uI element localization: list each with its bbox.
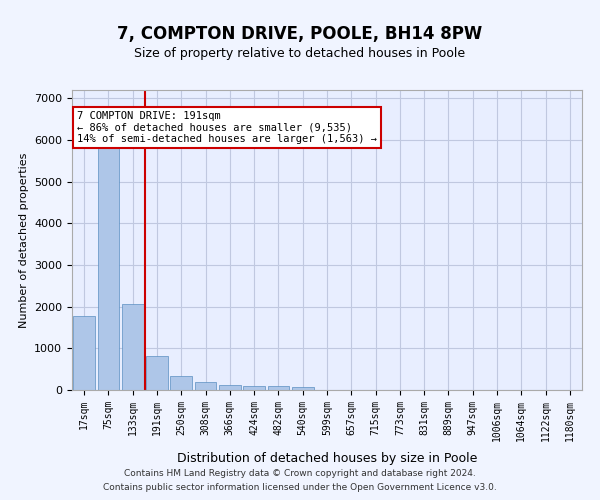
Bar [219, 385, 241, 390]
Bar [146, 356, 168, 390]
Text: 7 COMPTON DRIVE: 191sqm
← 86% of detached houses are smaller (9,535)
14% of semi: 7 COMPTON DRIVE: 191sqm ← 86% of detache… [77, 111, 377, 144]
Bar [243, 386, 265, 390]
Bar [194, 382, 217, 390]
Text: 7, COMPTON DRIVE, POOLE, BH14 8PW: 7, COMPTON DRIVE, POOLE, BH14 8PW [118, 25, 482, 43]
Bar [268, 386, 289, 390]
Bar [170, 376, 192, 390]
Bar [97, 148, 119, 390]
Text: Size of property relative to detached houses in Poole: Size of property relative to detached ho… [134, 48, 466, 60]
Bar [292, 387, 314, 390]
Text: Contains public sector information licensed under the Open Government Licence v3: Contains public sector information licen… [103, 484, 497, 492]
X-axis label: Distribution of detached houses by size in Poole: Distribution of detached houses by size … [177, 452, 477, 465]
Y-axis label: Number of detached properties: Number of detached properties [19, 152, 29, 328]
Text: Contains HM Land Registry data © Crown copyright and database right 2024.: Contains HM Land Registry data © Crown c… [124, 468, 476, 477]
Bar [122, 304, 143, 390]
Bar [73, 316, 95, 390]
